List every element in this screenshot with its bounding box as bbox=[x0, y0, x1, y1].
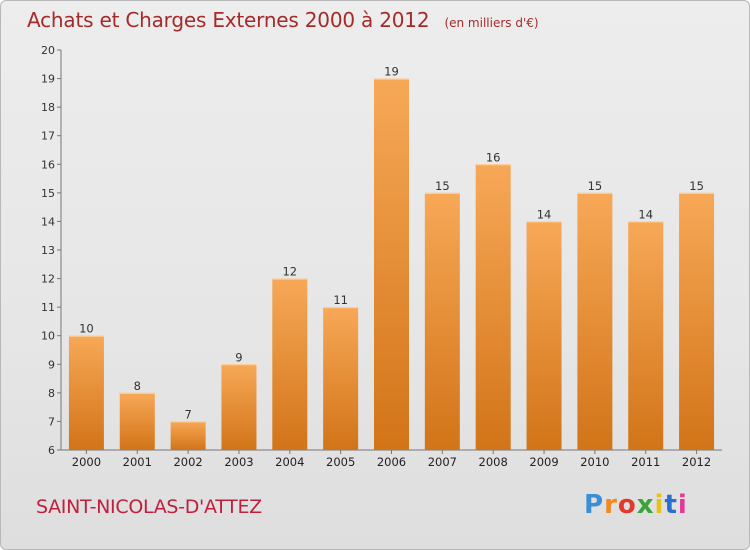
bar bbox=[68, 335, 104, 450]
x-tick-label: 2005 bbox=[326, 455, 355, 469]
bar bbox=[577, 192, 613, 450]
bars bbox=[68, 78, 715, 451]
x-tick-label: 2011 bbox=[631, 455, 660, 469]
y-tick-label: 17 bbox=[41, 130, 55, 143]
bar-value-label: 16 bbox=[486, 150, 501, 164]
bar bbox=[119, 392, 155, 450]
bar-value-label: 15 bbox=[588, 179, 603, 193]
x-tick-label: 2007 bbox=[428, 455, 457, 469]
x-tick-label: 2001 bbox=[123, 455, 152, 469]
logo-letter: x bbox=[636, 490, 655, 520]
y-tick-label: 8 bbox=[48, 387, 55, 400]
y-tick-label: 18 bbox=[41, 101, 55, 114]
y-tick-label: 13 bbox=[41, 244, 55, 257]
x-tick-label: 2009 bbox=[529, 455, 558, 469]
bar-value-label: 11 bbox=[333, 293, 348, 307]
data-labels: 10 8 7 9 12 11 19 15 16 14 15 14 15 bbox=[79, 65, 704, 422]
bar-value-label: 12 bbox=[282, 265, 297, 279]
commune-name: SAINT-NICOLAS-D'ATTEZ bbox=[36, 496, 262, 518]
x-tick-label: 2003 bbox=[224, 455, 253, 469]
x-tick-label: 2000 bbox=[72, 455, 101, 469]
logo-letter: o bbox=[617, 490, 637, 520]
y-tick-label: 15 bbox=[41, 187, 55, 200]
bar-value-label: 19 bbox=[384, 65, 399, 79]
bar-value-label: 10 bbox=[79, 322, 94, 336]
y-tick-label: 11 bbox=[41, 301, 55, 314]
bar bbox=[323, 307, 359, 450]
bar bbox=[475, 164, 511, 451]
y-tick-label: 14 bbox=[41, 215, 55, 228]
x-tick-label: 2002 bbox=[173, 455, 202, 469]
y-tick-label: 9 bbox=[48, 358, 55, 371]
bar bbox=[170, 421, 206, 450]
bar-value-label: 8 bbox=[134, 379, 141, 393]
bar bbox=[628, 221, 664, 450]
y-tick-label: 20 bbox=[41, 44, 55, 57]
chart-subtitle: (en milliers d'€) bbox=[444, 16, 539, 30]
bar bbox=[526, 221, 562, 450]
x-tick-label: 2006 bbox=[377, 455, 406, 469]
bar-value-label: 7 bbox=[184, 407, 191, 421]
logo-letter: r bbox=[604, 490, 618, 520]
y-tick-label: 16 bbox=[41, 158, 55, 171]
logo-letter: t bbox=[664, 490, 678, 520]
x-tick-label: 2004 bbox=[275, 455, 304, 469]
logo-letter: i bbox=[654, 490, 665, 520]
x-tick-label: 2012 bbox=[682, 455, 711, 469]
x-tick-label: 2010 bbox=[580, 455, 609, 469]
y-tick-label: 10 bbox=[41, 330, 55, 343]
bar bbox=[679, 192, 715, 450]
proxiti-logo: Proxiti bbox=[584, 490, 688, 520]
title-row: Achats et Charges Externes 2000 à 2012 (… bbox=[27, 8, 539, 32]
chart-title: Achats et Charges Externes 2000 à 2012 bbox=[27, 8, 430, 32]
bar bbox=[424, 192, 460, 450]
y-tick-label: 19 bbox=[41, 73, 55, 86]
x-tick-label: 2008 bbox=[479, 455, 508, 469]
logo-letter: i bbox=[677, 490, 688, 520]
y-tick-label: 12 bbox=[41, 273, 55, 286]
bar-value-label: 9 bbox=[235, 350, 242, 364]
bar bbox=[221, 364, 257, 450]
bar-value-label: 14 bbox=[638, 207, 653, 221]
bar bbox=[272, 278, 308, 450]
logo-letter: P bbox=[584, 490, 605, 520]
bar-value-label: 15 bbox=[435, 179, 450, 193]
y-tick-label: 7 bbox=[48, 415, 55, 428]
y-tick-label: 6 bbox=[48, 444, 55, 457]
bar-value-label: 14 bbox=[537, 207, 552, 221]
bar bbox=[374, 78, 409, 451]
bar-value-label: 15 bbox=[689, 179, 704, 193]
